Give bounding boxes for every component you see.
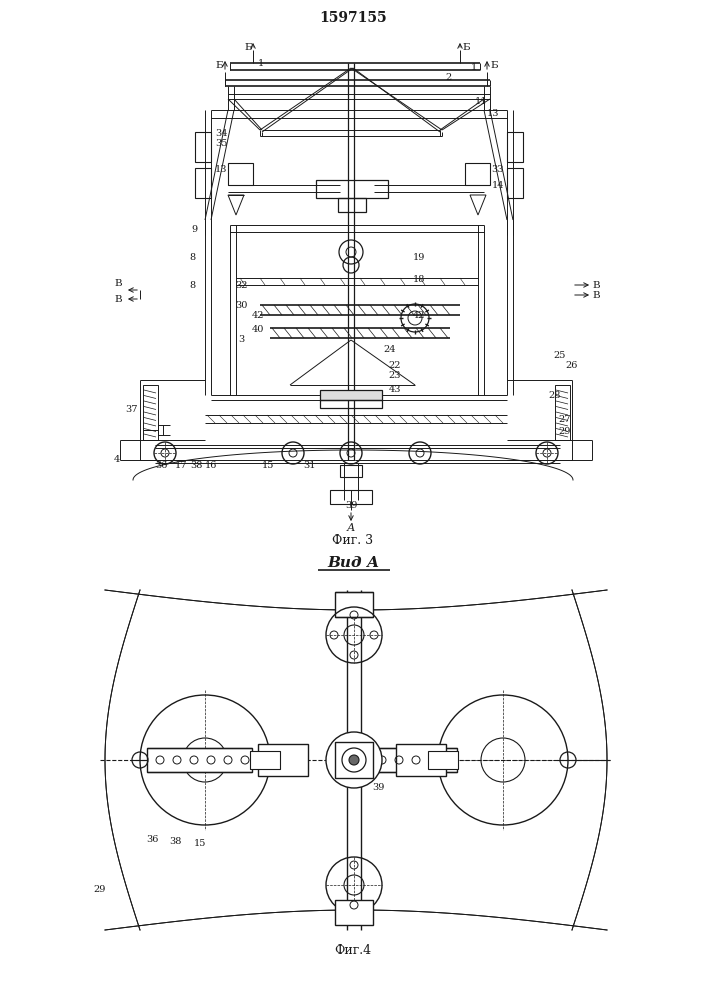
Bar bbox=[250, 751, 280, 769]
Bar bbox=[335, 592, 373, 617]
Bar bbox=[320, 390, 382, 400]
Text: 1: 1 bbox=[471, 64, 477, 73]
Text: 18: 18 bbox=[413, 275, 425, 284]
Polygon shape bbox=[105, 590, 607, 930]
Text: 36: 36 bbox=[146, 836, 158, 844]
Text: 39: 39 bbox=[345, 500, 357, 510]
Text: 42: 42 bbox=[252, 310, 264, 320]
Text: 35: 35 bbox=[215, 138, 228, 147]
Bar bbox=[228, 163, 253, 185]
Text: 43: 43 bbox=[389, 385, 402, 394]
Bar bbox=[320, 400, 382, 408]
Text: 19: 19 bbox=[413, 253, 425, 262]
Text: 22: 22 bbox=[389, 360, 402, 369]
Text: 15: 15 bbox=[262, 460, 274, 470]
Text: 32: 32 bbox=[235, 280, 247, 290]
Text: 13: 13 bbox=[215, 165, 228, 174]
Text: 24: 24 bbox=[384, 346, 396, 355]
Text: Б: Б bbox=[462, 42, 470, 51]
Bar bbox=[340, 465, 362, 477]
Bar bbox=[143, 385, 158, 440]
Circle shape bbox=[326, 732, 382, 788]
Text: 25: 25 bbox=[554, 351, 566, 360]
Text: 15: 15 bbox=[194, 840, 206, 848]
Bar bbox=[335, 900, 373, 925]
Text: 11: 11 bbox=[474, 98, 487, 106]
Bar bbox=[195, 132, 211, 162]
Text: В: В bbox=[592, 290, 600, 300]
Text: 38: 38 bbox=[190, 460, 202, 470]
Text: 29: 29 bbox=[94, 886, 106, 894]
Text: А: А bbox=[347, 523, 355, 533]
Bar bbox=[147, 748, 252, 772]
Bar bbox=[555, 385, 570, 440]
Text: 39: 39 bbox=[372, 784, 384, 792]
Bar bbox=[352, 748, 457, 772]
Text: 33: 33 bbox=[492, 165, 504, 174]
Text: 1597155: 1597155 bbox=[319, 11, 387, 25]
Bar bbox=[258, 744, 308, 776]
Text: 8: 8 bbox=[189, 253, 195, 262]
Text: 34: 34 bbox=[215, 128, 228, 137]
Text: Фиг.4: Фиг.4 bbox=[334, 944, 372, 956]
Text: Вид А: Вид А bbox=[327, 556, 379, 570]
Text: В: В bbox=[592, 280, 600, 290]
Text: 26: 26 bbox=[566, 360, 578, 369]
Text: 28: 28 bbox=[549, 390, 561, 399]
Text: 13: 13 bbox=[486, 109, 499, 118]
Text: 9: 9 bbox=[192, 226, 198, 234]
Text: Б: Б bbox=[215, 60, 223, 70]
Text: 17: 17 bbox=[175, 460, 187, 470]
Text: 8: 8 bbox=[189, 280, 195, 290]
Text: 14: 14 bbox=[492, 180, 504, 190]
Bar bbox=[428, 751, 458, 769]
Circle shape bbox=[349, 755, 359, 765]
Text: 42: 42 bbox=[413, 310, 425, 320]
Bar bbox=[396, 744, 446, 776]
Bar bbox=[195, 168, 211, 198]
Bar bbox=[335, 742, 373, 778]
Text: 3: 3 bbox=[238, 336, 244, 344]
Text: В: В bbox=[115, 278, 122, 288]
Text: 29: 29 bbox=[559, 428, 571, 436]
Text: 4: 4 bbox=[114, 456, 120, 464]
Bar bbox=[338, 198, 366, 212]
Text: 16: 16 bbox=[205, 460, 217, 470]
Text: Б: Б bbox=[244, 42, 252, 51]
Text: 1: 1 bbox=[258, 60, 264, 68]
Text: В: В bbox=[115, 294, 122, 304]
Text: Фиг. 3: Фиг. 3 bbox=[332, 534, 373, 546]
Bar bbox=[507, 132, 523, 162]
Text: Б: Б bbox=[490, 60, 498, 70]
Text: 40: 40 bbox=[252, 326, 264, 334]
Bar bbox=[507, 168, 523, 198]
Text: 38: 38 bbox=[169, 838, 181, 846]
Text: 37: 37 bbox=[126, 406, 139, 414]
Text: 31: 31 bbox=[304, 460, 316, 470]
Bar bbox=[316, 180, 388, 198]
Bar bbox=[465, 163, 490, 185]
Text: 30: 30 bbox=[235, 300, 247, 310]
Text: 36: 36 bbox=[155, 460, 168, 470]
Bar bbox=[330, 490, 372, 504]
Text: 23: 23 bbox=[389, 370, 402, 379]
Text: 27: 27 bbox=[559, 416, 571, 424]
Text: 2: 2 bbox=[445, 74, 451, 83]
